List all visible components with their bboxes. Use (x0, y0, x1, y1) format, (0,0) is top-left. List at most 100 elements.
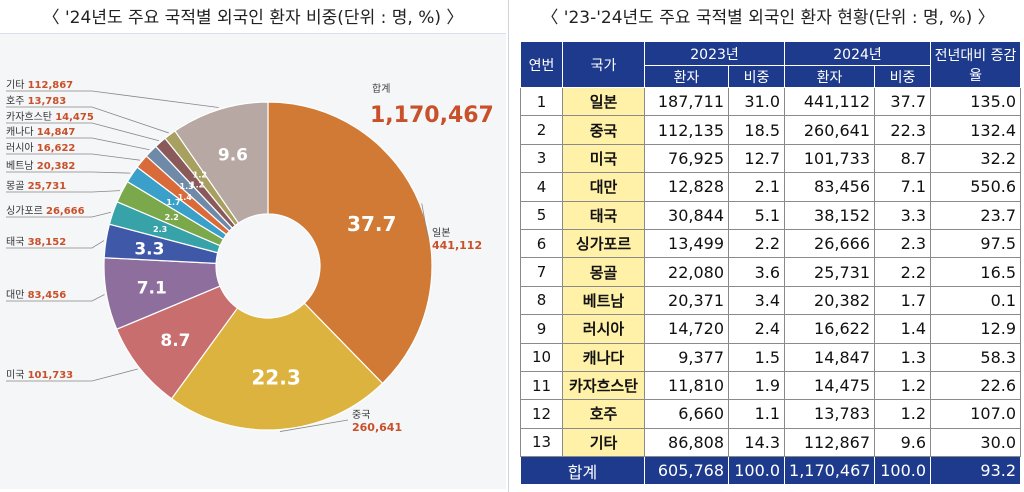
row-share-2024: 7.1 (874, 172, 932, 202)
table-row: 10 캐나다 9,377 1.5 14,847 1.3 58.3 (520, 342, 1022, 372)
header-country: 국가 (562, 41, 645, 88)
leader-line (6, 90, 219, 108)
slice-pct-label: 7.1 (137, 278, 167, 298)
row-no: 10 (520, 342, 563, 372)
row-patients-2024: 13,783 (784, 399, 876, 429)
row-share-2024: 8.7 (874, 143, 932, 174)
pie-slice (267, 101, 433, 385)
table-row: 2 중국 112,135 18.5 260,641 22.3 132.4 (520, 115, 1022, 145)
row-share-2023: 3.6 (727, 257, 786, 287)
chart-title: 〈 '24년도 주요 국적별 외국인 환자 비중(단위 : 명, %) 〉 (42, 8, 464, 28)
row-no: 11 (520, 370, 563, 401)
patients-table: 연번 국가 2023년 2024년 전년대비 증감율 환자 비중 환자 비중 1… (520, 41, 1022, 486)
row-patients-2023: 112,135 (644, 115, 729, 145)
slice-external-label: 러시아 16,622 (6, 142, 75, 154)
total-patients-2023: 605,768 (644, 456, 729, 486)
total-share-2024: 100.0 (874, 456, 932, 486)
donut-chart: 37.722.38.77.13.32.32.21.71.41.31.21.29.… (6, 79, 494, 434)
row-patients-2023: 9,377 (644, 342, 729, 372)
header-change: 전년대비 증감율 (930, 41, 1022, 88)
row-country: 대만 (562, 172, 645, 202)
slice-external-count: 260,641 (352, 421, 402, 434)
row-patients-2024: 16,622 (784, 314, 876, 344)
total-patients-2024: 1,170,467 (784, 456, 876, 486)
row-country: 싱가포르 (562, 228, 645, 259)
row-patients-2024: 101,733 (784, 143, 876, 174)
table-row: 13 기타 86,808 14.3 112,867 9.6 30.0 (520, 427, 1022, 458)
table-title: 〈 '23-'24년도 주요 국적별 외국인 환자 현황(단위 : 명, %) … (541, 8, 995, 28)
leader-line (6, 368, 138, 382)
row-share-2023: 1.1 (727, 399, 786, 429)
row-change: 97.5 (930, 228, 1022, 259)
slice-external-label: 싱가포르 26,666 (6, 205, 85, 217)
row-share-2024: 3.3 (874, 200, 932, 230)
row-no: 7 (520, 257, 563, 287)
row-share-2023: 31.0 (727, 86, 786, 117)
panel-divider (508, 0, 509, 492)
row-change: 0.1 (930, 285, 1022, 316)
row-patients-2024: 14,475 (784, 370, 876, 401)
row-change: 107.0 (930, 399, 1022, 429)
row-no: 1 (520, 86, 563, 117)
row-country: 러시아 (562, 314, 645, 344)
row-change: 58.3 (930, 342, 1022, 372)
header-share-2024: 비중 (874, 65, 932, 88)
slice-external-label: 몽골 25,731 (6, 180, 66, 192)
row-share-2023: 1.9 (727, 370, 786, 401)
leader-line (6, 137, 150, 151)
row-patients-2024: 25,731 (784, 257, 876, 287)
patients-table-wrap: 연번 국가 2023년 2024년 전년대비 증감율 환자 비중 환자 비중 1… (520, 41, 1022, 486)
row-patients-2023: 6,660 (644, 399, 729, 429)
slice-pct-label: 9.6 (218, 145, 248, 165)
row-no: 12 (520, 399, 563, 429)
row-change: 12.9 (930, 314, 1022, 344)
row-no: 2 (520, 115, 563, 145)
leader-line (421, 203, 429, 239)
slice-external-label: 캐나다 14,847 (6, 126, 75, 138)
leader-line (6, 211, 112, 218)
header-patients-2024: 환자 (784, 65, 876, 88)
row-share-2024: 1.2 (874, 370, 932, 401)
pie-slice (174, 101, 269, 225)
slice-pct-label: 22.3 (251, 366, 300, 390)
total-label: 합계 (520, 456, 645, 486)
total-label: 합계 (372, 83, 390, 95)
row-patients-2024: 83,456 (784, 172, 876, 202)
leader-line (6, 106, 169, 134)
slice-external-label: 호주 13,783 (6, 95, 66, 107)
table-row: 1 일본 187,711 31.0 441,112 37.7 135.0 (520, 86, 1022, 117)
row-country: 미국 (562, 143, 645, 174)
slice-pct-label: 1.7 (166, 198, 180, 207)
table-row: 12 호주 6,660 1.1 13,783 1.2 107.0 (520, 399, 1022, 429)
row-no: 9 (520, 314, 563, 344)
row-no: 5 (520, 200, 563, 230)
row-no: 6 (520, 228, 563, 259)
row-patients-2024: 441,112 (784, 86, 876, 117)
table-row: 5 태국 30,844 5.1 38,152 3.3 23.7 (520, 200, 1022, 230)
row-share-2023: 3.4 (727, 285, 786, 316)
table-row: 9 러시아 14,720 2.4 16,622 1.4 12.9 (520, 314, 1022, 344)
row-patients-2023: 13,499 (644, 228, 729, 259)
row-change: 22.6 (930, 370, 1022, 401)
leader-line (6, 190, 121, 193)
row-share-2024: 22.3 (874, 115, 932, 145)
row-no: 4 (520, 172, 563, 202)
leader-line (6, 240, 105, 249)
table-row: 6 싱가포르 13,499 2.2 26,666 2.3 97.5 (520, 228, 1022, 259)
header-share-2023: 비중 (727, 65, 786, 88)
row-share-2024: 2.3 (874, 228, 932, 259)
row-patients-2023: 22,080 (644, 257, 729, 287)
row-country: 몽골 (562, 257, 645, 287)
row-share-2023: 18.5 (727, 115, 786, 145)
row-patients-2023: 14,720 (644, 314, 729, 344)
row-change: 16.5 (930, 257, 1022, 287)
row-patients-2024: 20,382 (784, 285, 876, 316)
slice-pct-label: 2.3 (153, 225, 167, 234)
slice-pct-label: 1.2 (193, 171, 207, 180)
row-country: 호주 (562, 399, 645, 429)
row-patients-2023: 86,808 (644, 427, 729, 458)
table-row: 11 카자흐스탄 11,810 1.9 14,475 1.2 22.6 (520, 370, 1022, 401)
pie-slice (170, 302, 384, 431)
row-change: 23.7 (930, 200, 1022, 230)
row-share-2023: 2.2 (727, 228, 786, 259)
